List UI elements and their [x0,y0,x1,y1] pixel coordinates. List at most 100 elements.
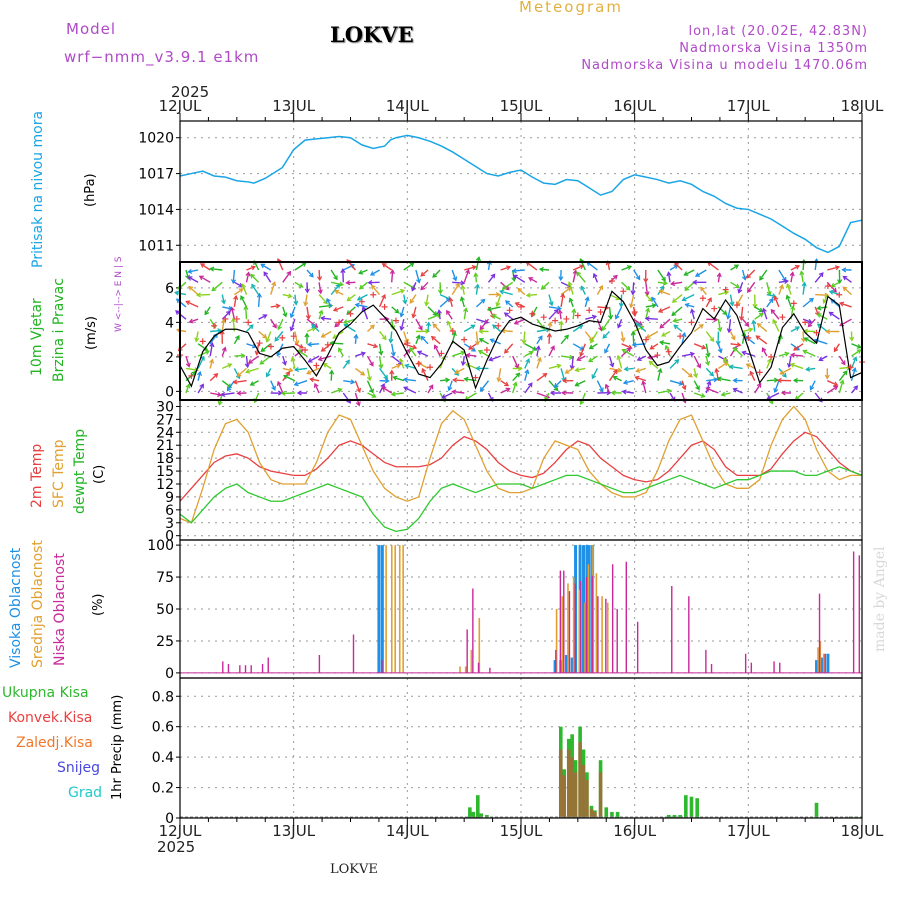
wind-arrow-shaft [270,282,276,295]
wind-arrow-head [471,347,477,352]
wind-arrow-shaft [188,276,199,283]
wind-arrow-head [460,284,466,290]
wind-gust-marker [279,334,286,341]
wind-arrow-shaft [282,355,287,365]
wind-arrow-head [412,344,418,350]
wind-arrow-head [230,317,237,323]
wind-arrow-head [515,372,521,378]
wind-arrow-head [706,380,712,386]
wind-arrow-shaft [475,299,486,308]
wind-arrow-shaft [790,265,800,271]
wind-arrow-shaft [451,283,460,295]
wind-arrow-head [550,345,555,351]
wind-arrow-shaft [434,345,441,357]
wind-arrow-head [768,297,774,303]
footer-title: LOKVE [330,862,378,877]
wind-arrow-head [388,338,394,344]
wind-arrow-head [564,334,569,340]
precip-convective-bar [578,741,582,818]
wind-arrow-head [389,269,395,275]
wind-gust-marker [688,319,695,326]
wind-arrow-head [503,312,509,318]
cloud-low-bar [750,662,753,673]
wind-arrow-shaft [236,367,247,377]
wind-arrow-shaft [358,269,368,275]
wind-arrow-head [620,337,626,343]
wind-arrow-head [625,285,631,291]
wind-arrow-head [567,281,573,287]
wind-arrow-head [694,272,700,277]
wind-arrow-head [698,324,704,329]
wind-arrow-head [784,351,790,357]
wind-arrow-head [598,284,604,290]
wind-arrow-shaft [576,271,586,283]
wind-arrow-head [496,377,502,383]
wind-arrow-head [333,275,338,281]
wind-arrow-head [326,297,331,303]
cloud-mid-bar [464,666,467,673]
wind-arrow-shaft [295,367,308,371]
pressure-y-tick-label: 1020 [138,131,174,147]
wind-arrow-shaft [234,354,245,357]
temp-y-tick-label: 18 [156,451,174,467]
wind-arrow-shaft [197,350,210,357]
wind-arrow-shaft [263,271,272,283]
wind-arrow-head [528,277,534,282]
wind-arrow-head [392,375,398,381]
wind-arrow-shaft [294,281,303,288]
cloud-low-bar [559,570,562,673]
wind-arrow-shaft [189,318,199,323]
wind-arrow-head [304,332,310,338]
wind-arrow-shaft [447,321,453,332]
wind-arrow-shaft [362,306,369,320]
wind-arrow-shaft [838,380,844,394]
wind-arrow-shaft [379,367,388,380]
wind-arrow-head [751,319,757,325]
wind-gust-marker [608,277,615,284]
wind-arrow-shaft [729,331,736,340]
legend-hail: Grad [68,785,103,801]
temp-y-tick-label: 9 [165,490,174,506]
wind-arrow-head [320,333,326,338]
wind-arrow-shaft [185,384,190,394]
wind-arrow-head [842,286,848,292]
wind-arrow-head [513,319,519,325]
wind-arrow-shaft [851,349,862,357]
cloud-mid-bar [822,653,825,673]
wind-arrow-shaft [197,371,201,381]
wind-arrow-head [616,354,622,360]
wind-arrow-shaft [729,294,734,306]
wind-arrow-head [355,401,361,407]
wind-arrow-head [802,349,808,355]
wind-arrow-head [306,369,312,375]
wind-arrow-shaft [827,380,838,386]
wind-gust-marker [779,314,786,321]
wind-arrow-shaft [659,318,671,329]
wind-arrow-head [480,298,486,304]
wind-arrow-head [778,284,784,290]
wind-arrow-shaft [681,332,686,344]
wind-arrow-shaft [667,272,671,283]
wind-arrow-head [366,376,372,382]
wind-arrow-head [574,367,580,373]
wind-arrow-head [262,333,268,339]
wind-arrow-shaft [177,329,187,333]
wind-arrow-head [705,352,711,358]
wind-arrow-head [451,389,457,395]
wind-y-tick-label: 0 [165,384,174,400]
wind-y-tick-label: 2 [165,350,174,366]
wind-arrow-head [490,273,496,279]
wind-arrow-head [303,301,309,307]
wind-arrow-shaft [755,335,768,345]
wind-arrow-head [794,326,800,331]
wind-arrow-shaft [244,306,248,320]
wind-arrow-head [399,312,405,318]
wind-arrow-head [334,322,340,328]
wind-arrow-head [306,341,312,347]
wind-arrow-head [689,351,695,357]
wind-arrow-head [741,275,747,281]
wind-arrow-shaft [632,282,635,295]
wind-arrow-shaft [504,312,514,320]
wind-arrow-shaft [717,377,731,382]
wind-arrow-shaft [487,273,496,283]
